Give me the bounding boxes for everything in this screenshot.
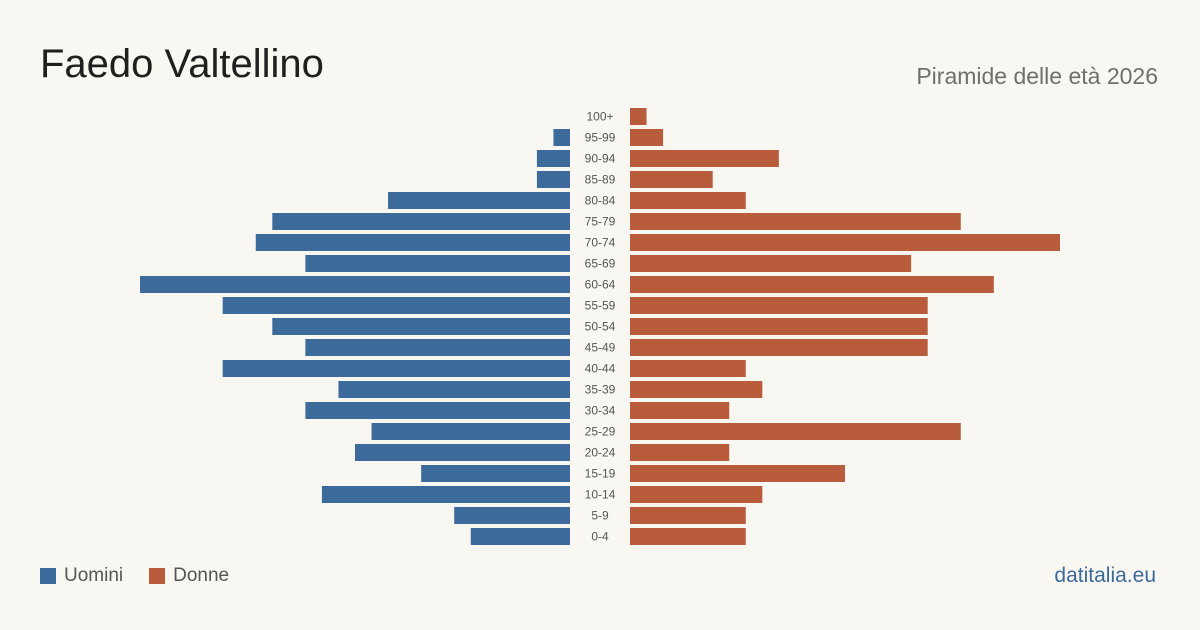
age-label-40-44: 40-44 — [585, 362, 616, 376]
bar-men-15-19 — [421, 465, 570, 482]
bar-men-95-99 — [553, 129, 570, 146]
legend-swatch-men — [40, 568, 56, 584]
age-label-45-49: 45-49 — [585, 341, 616, 355]
legend-label-women: Donne — [173, 565, 230, 586]
bar-men-75-79 — [272, 213, 570, 230]
age-label-80-84: 80-84 — [585, 194, 616, 208]
bar-men-45-49 — [305, 339, 570, 356]
age-label-65-69: 65-69 — [585, 257, 616, 271]
bar-men-65-69 — [305, 255, 570, 272]
bar-men-25-29 — [371, 423, 570, 440]
bar-men-85-89 — [536, 171, 570, 188]
age-label-50-54: 50-54 — [585, 320, 616, 334]
bar-women-40-44 — [630, 360, 746, 377]
bar-men-50-54 — [272, 318, 570, 335]
age-label-75-79: 75-79 — [585, 215, 616, 229]
bar-women-35-39 — [630, 381, 763, 398]
age-label-30-34: 30-34 — [585, 404, 616, 418]
age-label-55-59: 55-59 — [585, 299, 616, 313]
bar-men-20-24 — [355, 444, 570, 461]
bar-women-70-74 — [630, 234, 1060, 251]
bar-women-80-84 — [630, 192, 746, 209]
legend-label-men: Uomini — [64, 565, 124, 586]
age-label-85-89: 85-89 — [585, 173, 616, 187]
bar-women-100+ — [630, 108, 647, 125]
age-label-100+: 100+ — [586, 110, 613, 124]
bar-men-40-44 — [222, 360, 570, 377]
bar-men-60-64 — [140, 276, 570, 293]
bar-women-75-79 — [630, 213, 961, 230]
age-label-60-64: 60-64 — [585, 278, 616, 292]
bar-women-50-54 — [630, 318, 928, 335]
source-link[interactable]: datitalia.eu — [1054, 564, 1156, 587]
bar-men-90-94 — [536, 150, 570, 167]
bar-women-25-29 — [630, 423, 961, 440]
bar-women-20-24 — [630, 444, 730, 461]
chart-title: Faedo Valtellino — [40, 42, 324, 86]
age-label-10-14: 10-14 — [585, 488, 616, 502]
age-label-0-4: 0-4 — [591, 530, 609, 544]
bar-women-15-19 — [630, 465, 845, 482]
bar-women-65-69 — [630, 255, 912, 272]
age-label-25-29: 25-29 — [585, 425, 616, 439]
age-label-70-74: 70-74 — [585, 236, 616, 250]
chart-subtitle: Piramide delle età 2026 — [916, 63, 1158, 89]
legend-item-women: Donne — [149, 565, 229, 587]
bar-men-0-4 — [470, 528, 570, 545]
bar-women-45-49 — [630, 339, 928, 356]
bar-men-10-14 — [321, 486, 570, 503]
bar-women-85-89 — [630, 171, 713, 188]
bar-men-80-84 — [388, 192, 570, 209]
age-label-15-19: 15-19 — [585, 467, 616, 481]
age-label-20-24: 20-24 — [585, 446, 616, 460]
legend: Uomini Donne — [40, 565, 255, 587]
age-label-35-39: 35-39 — [585, 383, 616, 397]
bar-women-95-99 — [630, 129, 664, 146]
bar-women-5-9 — [630, 507, 746, 524]
bar-men-55-59 — [222, 297, 570, 314]
bar-women-30-34 — [630, 402, 730, 419]
bar-women-10-14 — [630, 486, 763, 503]
age-label-95-99: 95-99 — [585, 131, 616, 145]
bar-men-5-9 — [454, 507, 570, 524]
bar-women-55-59 — [630, 297, 928, 314]
bar-men-70-74 — [255, 234, 570, 251]
bar-women-90-94 — [630, 150, 779, 167]
bar-men-30-34 — [305, 402, 570, 419]
legend-swatch-women — [149, 568, 166, 584]
bar-women-60-64 — [630, 276, 994, 293]
bar-men-35-39 — [338, 381, 570, 398]
bar-women-0-4 — [630, 528, 746, 545]
legend-item-men: Uomini — [40, 565, 123, 587]
age-label-5-9: 5-9 — [591, 509, 609, 523]
age-label-90-94: 90-94 — [585, 152, 616, 166]
